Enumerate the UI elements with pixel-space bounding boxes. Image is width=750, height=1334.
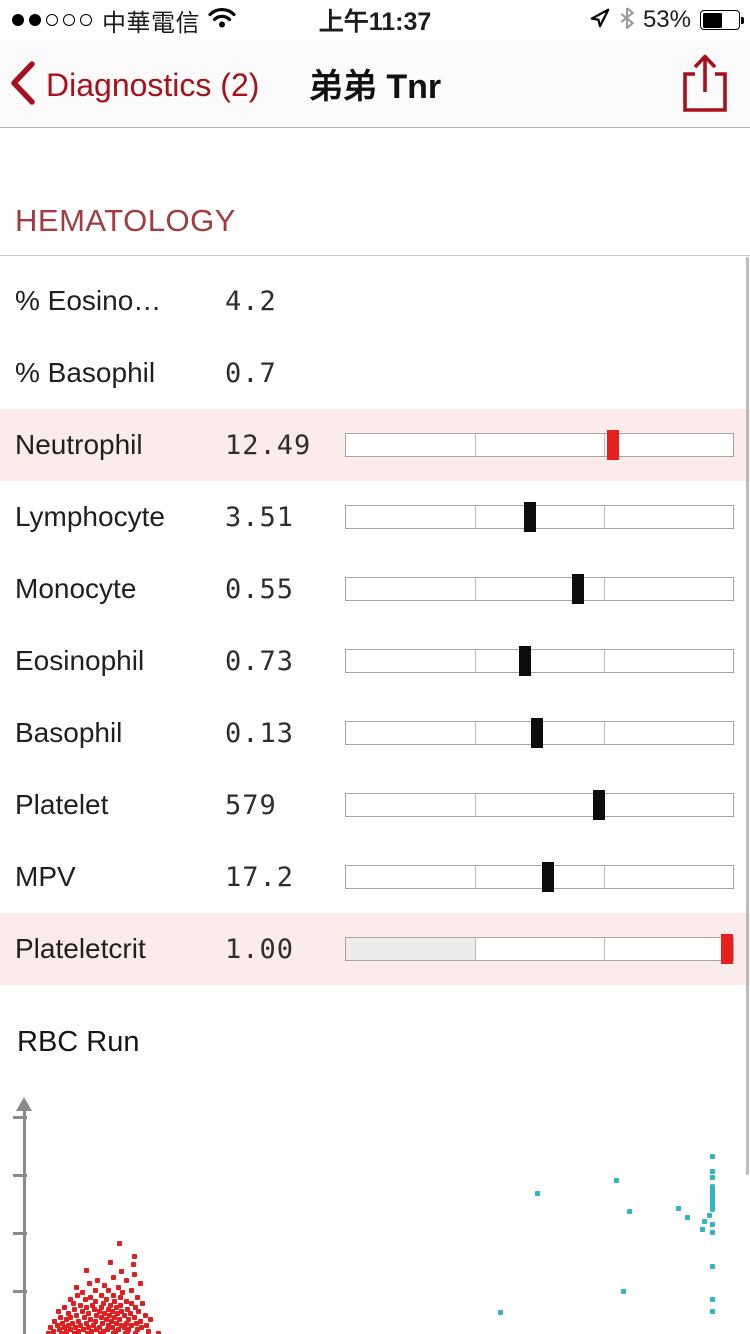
wifi-icon xyxy=(208,7,236,33)
row-value: 0.55 xyxy=(225,573,295,605)
range-marker xyxy=(523,502,536,532)
table-row[interactable]: MPV 17.2 xyxy=(0,841,750,913)
battery-percent-label: 53% xyxy=(642,6,691,33)
table-row[interactable]: Monocyte 0.55 xyxy=(0,553,750,625)
table-row[interactable]: Neutrophil 12.49 xyxy=(0,409,750,481)
row-value: 0.13 xyxy=(225,717,295,749)
back-chevron-icon xyxy=(10,60,36,111)
table-row[interactable]: Eosinophil 0.73 xyxy=(0,625,750,697)
row-value: 1.00 xyxy=(225,933,295,965)
signal-dots-icon xyxy=(12,14,92,26)
range-marker xyxy=(531,718,544,748)
row-value: 12.49 xyxy=(225,429,312,461)
range-marker xyxy=(519,646,532,676)
row-label: Neutrophil xyxy=(15,429,143,460)
row-label: % Eosino… xyxy=(15,285,162,316)
table-row[interactable]: Lymphocyte 3.51 xyxy=(0,481,750,553)
back-button[interactable]: Diagnostics (2) xyxy=(10,60,259,111)
status-bar: 中華電信 上午11:37 53% xyxy=(0,0,750,40)
y-axis-arrow-icon xyxy=(16,1097,32,1111)
battery-fill xyxy=(702,12,722,28)
range-bar xyxy=(345,646,734,676)
table-row[interactable]: Platelet 579 xyxy=(0,769,750,841)
range-bar xyxy=(345,430,734,460)
battery-icon xyxy=(700,10,744,30)
row-value: 0.73 xyxy=(225,645,295,677)
table-row[interactable]: % Basophil 0.7 xyxy=(0,337,750,409)
range-bar xyxy=(345,574,734,604)
section-header-hematology: HEMATOLOGY xyxy=(15,203,236,238)
row-label: MPV xyxy=(15,861,76,892)
y-axis-line xyxy=(23,1110,26,1334)
row-value: 17.2 xyxy=(225,861,295,893)
back-button-label: Diagnostics (2) xyxy=(46,67,260,103)
table-row[interactable]: Plateletcrit 1.00 xyxy=(0,913,750,985)
scrollbar[interactable] xyxy=(746,257,749,1175)
range-bar xyxy=(345,862,734,892)
row-value: 579 xyxy=(225,789,277,821)
range-marker xyxy=(607,430,620,460)
table-top-border xyxy=(0,255,750,256)
share-button[interactable] xyxy=(678,52,732,116)
range-bar-gray-segment xyxy=(346,938,475,960)
range-marker xyxy=(720,934,733,964)
range-bar xyxy=(345,502,734,532)
range-bar xyxy=(345,718,734,748)
range-bar xyxy=(345,934,734,964)
table-row[interactable]: % Eosino… 4.2 xyxy=(0,265,750,337)
location-arrow-icon xyxy=(589,7,611,34)
row-value: 3.51 xyxy=(225,501,295,533)
range-bar xyxy=(345,790,734,820)
row-value: 4.2 xyxy=(225,285,277,317)
row-label: Platelet xyxy=(15,789,109,820)
row-label: Plateletcrit xyxy=(15,933,146,964)
row-label: % Basophil xyxy=(15,357,156,388)
range-marker xyxy=(542,862,554,892)
row-value: 0.7 xyxy=(225,357,277,389)
range-marker xyxy=(572,574,585,604)
row-label: Eosinophil xyxy=(15,645,145,676)
bluetooth-icon xyxy=(620,6,634,34)
nav-bar: Diagnostics (2) 弟弟 Tnr xyxy=(0,40,750,128)
row-label: Lymphocyte xyxy=(15,501,165,532)
row-label: Basophil xyxy=(15,717,123,748)
row-label: Monocyte xyxy=(15,573,137,604)
table-row[interactable]: Basophil 0.13 xyxy=(0,697,750,769)
rbc-run-label: RBC Run xyxy=(17,1026,140,1058)
range-marker xyxy=(593,790,606,820)
carrier-label: 中華電信 xyxy=(102,9,200,37)
